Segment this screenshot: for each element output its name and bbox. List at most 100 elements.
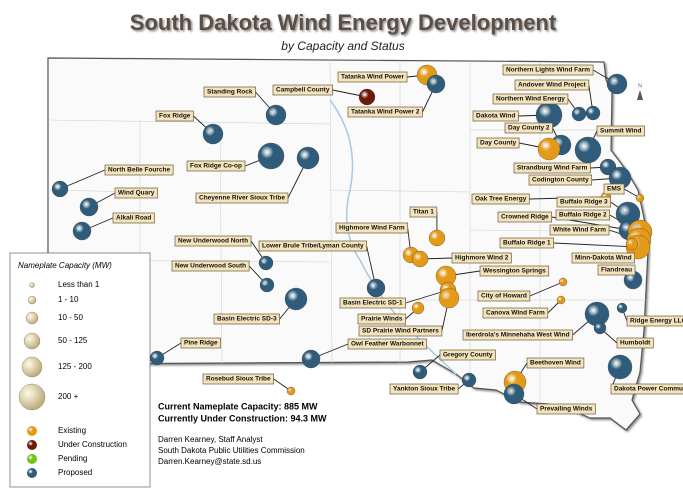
project-label: White Wind Farm — [553, 227, 606, 234]
label-box — [462, 329, 573, 341]
label-box — [347, 106, 423, 118]
label-box — [616, 337, 654, 349]
project-label: Iberdrola's Minnehaha West Wind — [466, 332, 570, 339]
project-label: Gregory County — [443, 352, 493, 359]
project-marker — [265, 104, 287, 126]
project-marker — [79, 197, 99, 217]
project-label: Highmore Wind 2 — [455, 255, 509, 262]
label-box — [472, 110, 519, 122]
project-label: Minn-Dakota Wind — [575, 255, 632, 262]
project-label: Strandburg Wind Farm — [517, 165, 588, 172]
credit-line: Darren.Kearney@state.sd.us — [158, 457, 261, 466]
project-label: Ridge Energy LLC — [630, 318, 683, 325]
label-box — [597, 264, 636, 276]
label-box — [555, 209, 611, 221]
project-label: Andover Wind Project — [518, 82, 587, 89]
status-label: Proposed — [58, 468, 92, 477]
project-label: City of Howard — [481, 293, 527, 300]
label-box — [202, 373, 275, 385]
leader-line — [529, 281, 564, 297]
project-marker — [558, 277, 568, 287]
status-symbol — [27, 426, 37, 436]
label-box — [492, 93, 569, 105]
label-box — [471, 193, 530, 205]
label-box — [389, 383, 459, 395]
project-label: Basin Electric SD-1 — [343, 300, 403, 307]
status-label: Pending — [58, 454, 87, 463]
label-box — [513, 162, 591, 174]
project-label: Wessington Springs — [483, 268, 546, 275]
project-marker — [428, 229, 446, 247]
legend: Nameplate Capacity (MW) Less than 1 1 - 1… — [9, 252, 151, 488]
project-marker — [438, 287, 460, 309]
project-label: Fox Ridge Co-op — [190, 163, 242, 170]
project-label: Yankton Sioux Tribe — [393, 386, 456, 393]
project-marker — [286, 386, 296, 396]
project-label: Buffalo Ridge 3 — [560, 199, 608, 206]
project-marker — [556, 295, 566, 305]
project-label: SD Prairie Wind Partners — [362, 328, 439, 335]
project-marker — [358, 88, 376, 106]
project-label: Crowned Ridge — [501, 214, 549, 221]
project-marker — [72, 221, 92, 241]
project-label: Owl Feather Warbonnet — [351, 341, 425, 348]
label-box — [203, 86, 256, 98]
project-label: Codington County — [532, 177, 589, 184]
project-label: Dakota Power Community Wind — [614, 386, 683, 393]
project-marker — [257, 142, 285, 170]
subtitle: by Capacity and Status — [281, 39, 404, 53]
label-box — [258, 240, 367, 252]
label-box — [610, 383, 683, 395]
label-box — [499, 237, 555, 249]
project-label: Humboldt — [620, 340, 651, 347]
label-box — [549, 224, 610, 236]
project-marker — [616, 302, 628, 314]
project-marker — [537, 137, 561, 161]
project-marker — [584, 301, 610, 327]
project-label: Titan 1 — [413, 209, 434, 216]
project-label: Beethoven Wind — [530, 360, 581, 367]
label-box — [347, 338, 428, 350]
project-marker — [585, 105, 601, 121]
project-label: Basin Electric SD-3 — [217, 316, 277, 323]
label-box — [504, 122, 553, 134]
project-label: Dakota Wind — [476, 113, 515, 120]
size-symbol — [27, 295, 37, 305]
credit-line: Darren Kearney, Staff Analyst — [158, 435, 263, 444]
project-label: Campbell County — [276, 87, 330, 94]
project-label: Highmore Wind Farm — [339, 225, 405, 232]
project-label: Northern Wind Energy — [496, 96, 565, 103]
north-arrow: N — [637, 83, 643, 100]
label-box — [536, 403, 596, 415]
project-markers — [51, 64, 653, 405]
label-box — [174, 235, 252, 247]
project-marker — [571, 106, 587, 122]
project-marker — [296, 146, 320, 170]
title: South Dakota Wind Energy Development — [130, 10, 557, 35]
label-box — [477, 290, 531, 302]
label-box — [409, 206, 438, 218]
status-label: Under Construction — [58, 440, 127, 449]
size-label: 200 + — [58, 392, 79, 401]
project-label: Summit Wind — [600, 128, 641, 135]
size-label: Less than 1 — [58, 280, 100, 289]
size-symbol — [18, 383, 46, 411]
project-label: Flandreau — [601, 267, 632, 274]
project-marker — [284, 287, 308, 311]
project-label: Prairie Winds — [361, 316, 403, 323]
label-box — [213, 313, 280, 325]
project-label: Fox Ridge — [159, 113, 191, 120]
project-marker — [411, 301, 425, 315]
label-box — [476, 137, 520, 149]
label-box — [114, 187, 158, 199]
label-box — [358, 325, 443, 337]
size-symbol — [25, 311, 39, 325]
project-label: Day County — [480, 140, 517, 147]
label-box — [337, 71, 408, 83]
leader-line — [553, 242, 639, 248]
project-label: Northern Lights Wind Farm — [506, 67, 590, 74]
project-label: New Underwood North — [178, 238, 248, 245]
size-label: 10 - 50 — [58, 313, 83, 322]
project-label: Canova Wind Farm — [486, 310, 545, 317]
project-marker — [461, 372, 477, 388]
